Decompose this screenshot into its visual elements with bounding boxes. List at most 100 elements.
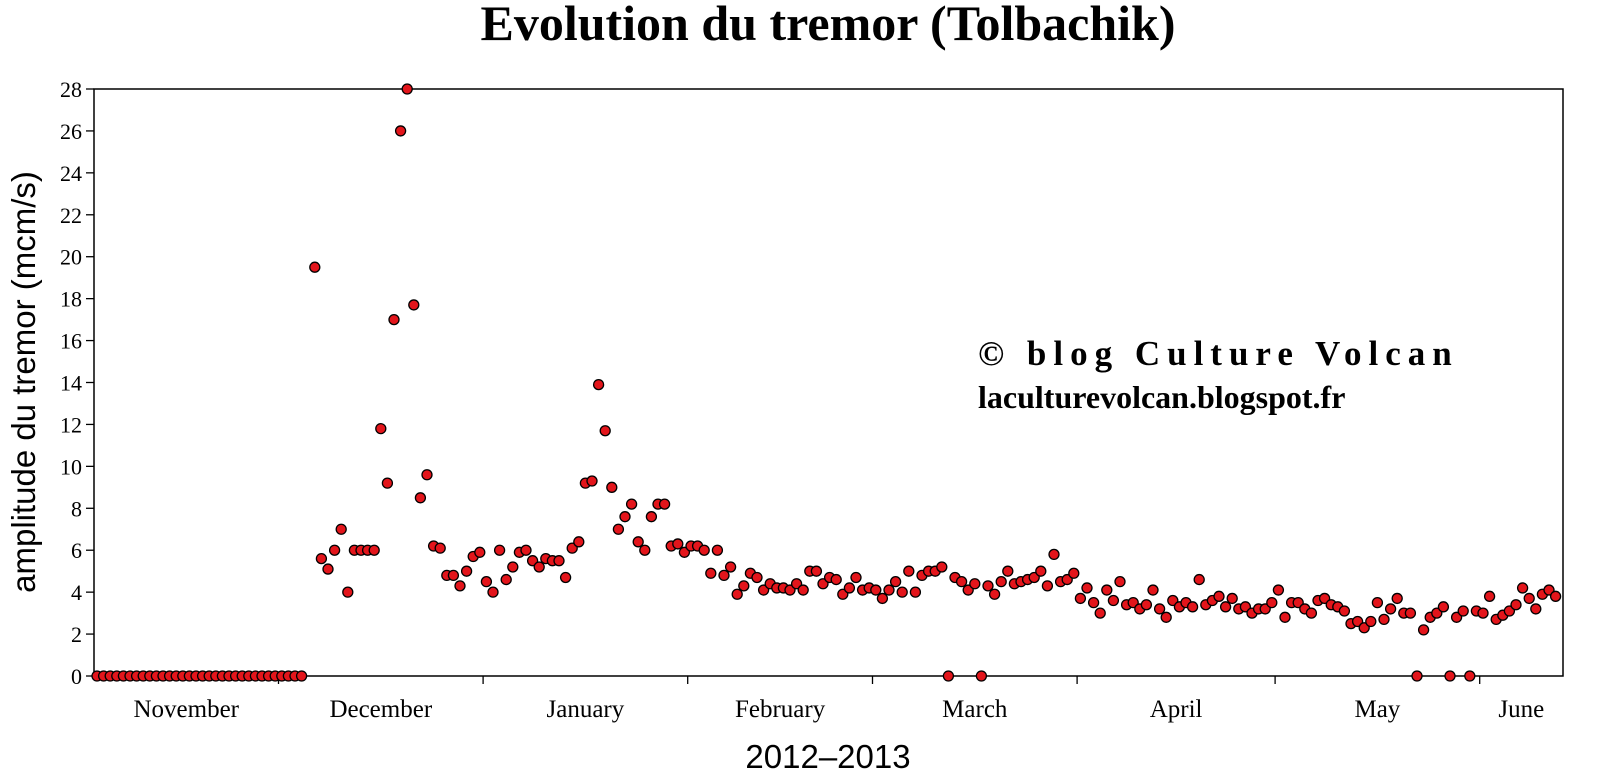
x-axis-label: 2012–2013 — [745, 738, 910, 775]
watermark-url: laculturevolcan.blogspot.fr — [978, 379, 1345, 415]
data-point — [1160, 611, 1172, 623]
data-point — [698, 544, 710, 556]
y-tick-label: 14 — [60, 371, 82, 396]
y-tick-label: 6 — [71, 538, 82, 563]
data-point — [909, 586, 922, 598]
data-point — [606, 481, 618, 493]
data-point — [421, 469, 433, 481]
y-tick-label: 4 — [71, 580, 82, 605]
data-points — [91, 83, 1562, 682]
data-point — [1147, 584, 1159, 596]
x-tick-label: November — [133, 696, 239, 723]
data-point — [460, 565, 473, 577]
data-point — [1483, 590, 1496, 602]
data-point — [1411, 670, 1423, 682]
y-tick-label: 22 — [60, 203, 82, 228]
data-point — [553, 555, 565, 567]
data-point — [592, 378, 605, 391]
data-point — [1437, 601, 1450, 613]
y-tick-label: 10 — [60, 454, 82, 479]
data-point — [394, 125, 407, 137]
data-point — [335, 523, 347, 535]
x-tick-label: December — [329, 696, 432, 723]
data-point — [573, 536, 585, 548]
y-tick-label: 2 — [71, 622, 82, 647]
data-point — [658, 498, 671, 510]
data-point — [1279, 611, 1291, 623]
chart-title: Evolution du tremor (Tolbachik) — [480, 0, 1175, 51]
data-point — [315, 552, 328, 565]
data-point — [1510, 599, 1522, 611]
data-point — [1530, 603, 1542, 615]
data-point — [1371, 596, 1384, 609]
data-point — [322, 563, 334, 575]
data-point — [995, 576, 1007, 588]
data-point — [381, 477, 394, 489]
data-point — [1417, 624, 1430, 636]
data-point — [1516, 582, 1529, 594]
data-point — [1107, 594, 1120, 607]
data-point — [1035, 565, 1047, 577]
data-point — [797, 584, 809, 596]
data-point — [810, 565, 823, 577]
data-point — [1186, 601, 1199, 613]
data-point — [599, 425, 611, 437]
data-point — [711, 544, 724, 556]
data-point — [1444, 670, 1456, 682]
data-point — [1081, 582, 1093, 594]
data-point — [520, 544, 532, 556]
data-point — [982, 580, 994, 592]
data-point — [1193, 573, 1205, 586]
data-point — [1048, 548, 1060, 561]
data-point — [1384, 603, 1397, 615]
data-point — [830, 573, 842, 586]
data-point — [1523, 592, 1535, 605]
data-point — [896, 586, 908, 598]
data-point — [586, 475, 598, 487]
data-point — [903, 565, 915, 577]
data-point — [401, 83, 413, 95]
data-point — [1305, 607, 1318, 619]
data-point — [612, 523, 625, 535]
data-point — [672, 538, 684, 550]
data-point — [1272, 584, 1285, 596]
data-point — [434, 542, 446, 554]
data-point — [295, 670, 308, 682]
data-point — [408, 299, 420, 311]
data-point — [487, 586, 499, 598]
data-point — [454, 580, 466, 592]
x-tick-label: April — [1150, 696, 1203, 723]
data-point — [1087, 596, 1100, 609]
data-point — [388, 313, 400, 326]
y-tick-label: 8 — [71, 496, 82, 521]
data-point — [639, 544, 651, 556]
data-point — [718, 569, 730, 582]
data-point — [1213, 590, 1225, 602]
data-point — [1101, 584, 1113, 596]
data-point — [500, 573, 512, 586]
x-tick-label: March — [942, 696, 1008, 723]
data-point — [1153, 603, 1166, 615]
data-point — [870, 584, 882, 596]
data-point — [724, 561, 737, 573]
y-tick-label: 12 — [60, 412, 82, 437]
data-point — [493, 544, 506, 556]
x-tick-label: February — [735, 696, 826, 723]
data-point — [988, 588, 1001, 600]
data-point — [942, 670, 955, 682]
data-point — [1114, 576, 1126, 588]
y-tick-label: 20 — [60, 245, 82, 270]
data-point — [955, 576, 968, 588]
data-point — [1266, 596, 1278, 609]
data-point — [328, 544, 341, 556]
data-point — [342, 586, 354, 598]
data-point — [1338, 605, 1351, 617]
data-point — [969, 578, 981, 590]
data-point — [447, 569, 460, 582]
data-point — [751, 571, 763, 584]
data-point — [1068, 567, 1080, 579]
y-tick-label: 24 — [60, 161, 82, 186]
data-point — [368, 544, 380, 556]
